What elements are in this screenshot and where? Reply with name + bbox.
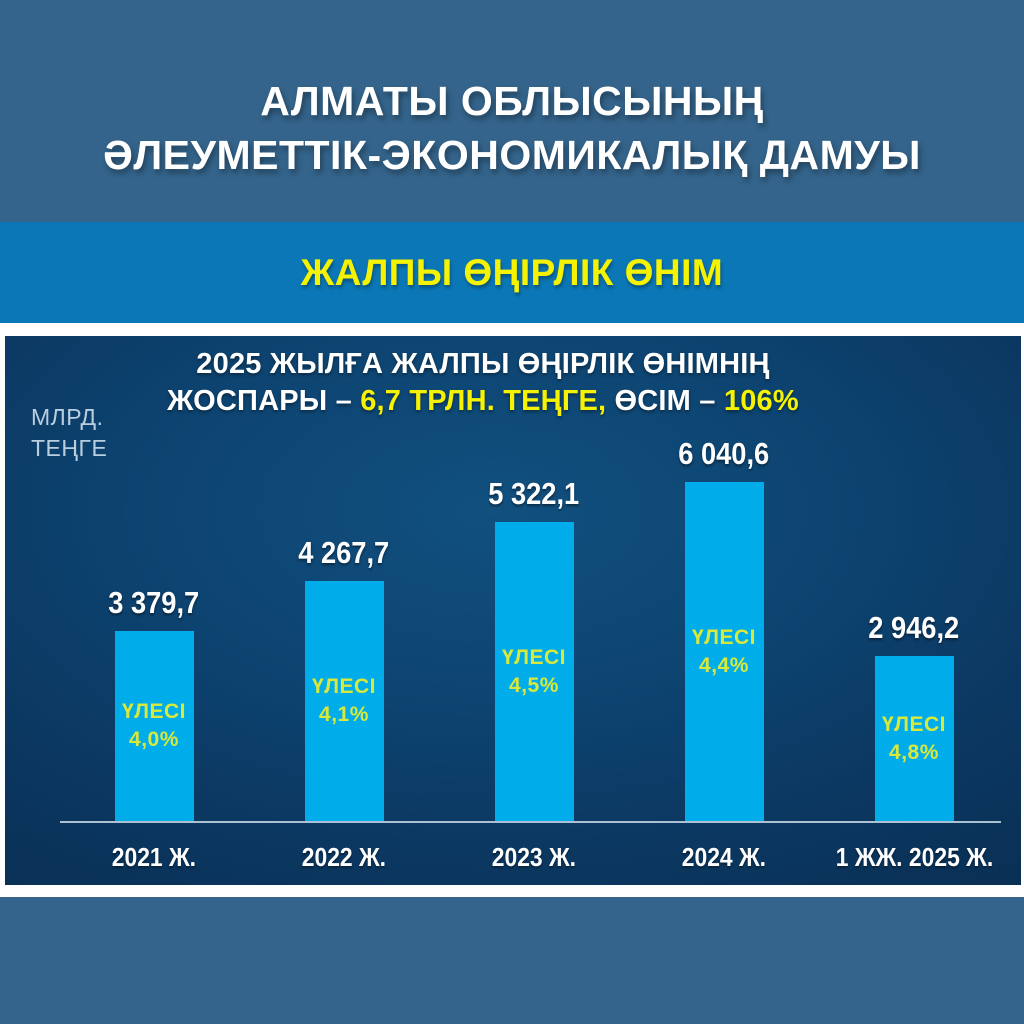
bar-value-label: 6 040,6: [678, 436, 770, 471]
chart-title-line1: 2025 ЖЫЛҒА ЖАЛПЫ ӨҢІРЛІК ӨНІМНІҢ: [196, 348, 770, 380]
chart-title-line2: ЖОСПАРЫ – 6,7 ТРЛН. ТЕҢГЕ, ӨСІМ – 106%: [5, 383, 961, 420]
chart-panel: 2025 ЖЫЛҒА ЖАЛПЫ ӨҢІРЛІК ӨНІМНІҢ ЖОСПАРЫ…: [5, 336, 1021, 885]
y-axis-unit-label: МЛРД. ТЕҢГЕ: [31, 404, 108, 461]
bar: ҮЛЕСІ 4,5%: [494, 522, 574, 821]
page-title-line1: АЛМАТЫ ОБЛЫСЫНЫҢ: [260, 78, 764, 124]
chart-title: 2025 ЖЫЛҒА ЖАЛПЫ ӨҢІРЛІК ӨНІМНІҢ ЖОСПАРЫ…: [5, 346, 961, 420]
bar-share-label: ҮЛЕСІ 4,5%: [502, 645, 566, 697]
x-axis-tick-label: 2021 Ж.: [111, 842, 197, 872]
bar-share-label: ҮЛЕСІ 4,4%: [692, 625, 756, 677]
bar-share-label: ҮЛЕСІ 4,8%: [882, 712, 946, 764]
bar-value-label: 3 379,7: [108, 585, 200, 620]
section-band: ЖАЛПЫ ӨҢІРЛІК ӨНІМ: [0, 222, 1024, 323]
bar: ҮЛЕСІ 4,1%: [304, 581, 384, 821]
page-header: АЛМАТЫ ОБЛЫСЫНЫҢ ӘЛЕУМЕТТІК-ЭКОНОМИКАЛЫҚ…: [0, 0, 1024, 222]
bar-value-label: 5 322,1: [488, 476, 580, 511]
chart-title-segment: ӨСІМ –: [606, 385, 724, 417]
chart-title-segment: ЖОСПАРЫ –: [167, 385, 361, 417]
x-axis-tick-label: 1 ЖЖ. 2025 Ж.: [835, 842, 993, 872]
page-footer: [0, 897, 1024, 1024]
chart-title-segment: 106%: [723, 385, 799, 417]
x-axis-tick-label: 2023 Ж.: [491, 842, 577, 872]
bar-share-label: ҮЛЕСІ 4,0%: [122, 700, 186, 751]
x-axis-tick-label: 2022 Ж.: [301, 842, 387, 872]
section-title: ЖАЛПЫ ӨҢІРЛІК ӨНІМ: [300, 251, 724, 293]
x-axis-line: [60, 821, 1001, 823]
chart-title-segment: 6,7 ТРЛН. ТЕҢГЕ,: [360, 385, 607, 417]
chart-card: 2025 ЖЫЛҒА ЖАЛПЫ ӨҢІРЛІК ӨНІМНІҢ ЖОСПАРЫ…: [0, 323, 1024, 897]
bar-value-label: 2 946,2: [868, 610, 960, 645]
bar: ҮЛЕСІ 4,4%: [684, 482, 764, 821]
bar: ҮЛЕСІ 4,0%: [114, 631, 194, 821]
bar: ҮЛЕСІ 4,8%: [874, 656, 954, 821]
page-title-line2: ӘЛЕУМЕТТІК-ЭКОНОМИКАЛЫҚ ДАМУЫ: [103, 132, 921, 178]
bar-share-label: ҮЛЕСІ 4,1%: [312, 675, 376, 726]
x-axis-tick-label: 2024 Ж.: [681, 842, 767, 872]
bar-value-label: 4 267,7: [298, 535, 390, 570]
